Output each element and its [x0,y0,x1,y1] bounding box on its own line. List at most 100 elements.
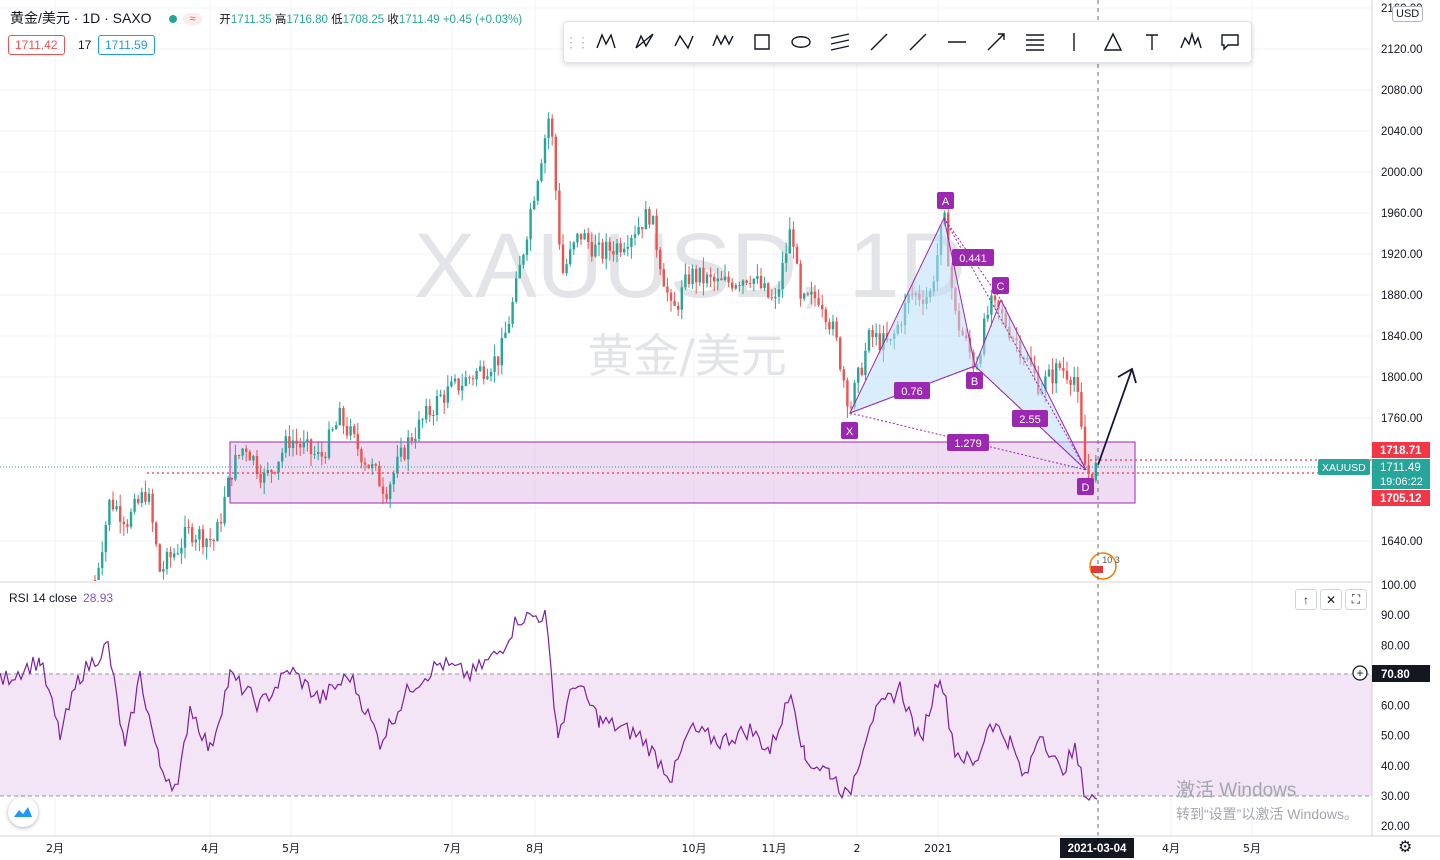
event-flag-badge[interactable]: 10 3 [1089,552,1120,580]
drag-handle-icon[interactable]: ⋮⋮ [564,33,590,50]
candle [857,366,860,393]
candle [500,327,503,375]
candle [353,423,356,439]
arrow-line-icon[interactable] [976,26,1015,58]
time-tick-label: 2 [854,842,861,855]
time-axis[interactable]: 2月 4月 5月 7月 8月 10月 11月 2 2021 4月 5月 [46,842,1261,855]
price-axis[interactable]: 2160.002120.002080.002040.002000.001960.… [1381,3,1423,548]
candle [237,454,241,460]
parallel-channel-icon[interactable] [820,26,859,58]
symbol-title[interactable]: 黄金/美元 · 1D · SAXO [10,10,152,26]
callout-icon[interactable] [1210,26,1249,58]
close-pane-icon[interactable]: ✕ [1320,589,1342,610]
candle [309,438,313,467]
candle [565,258,568,276]
candle [572,241,575,256]
candle [273,471,277,475]
candle [432,410,435,426]
tradingview-logo-icon[interactable] [8,797,38,827]
candle [594,235,597,258]
candle [720,271,723,281]
candle [378,460,381,487]
candle [443,389,446,415]
time-tick-label: 11月 [762,842,787,855]
candle [788,217,791,254]
candle [367,464,370,469]
candle [810,281,813,305]
trend-line-icon[interactable] [859,26,898,58]
candle [122,516,125,537]
candle [785,242,788,272]
triangle-icon[interactable] [1093,26,1132,58]
horizontal-line-icon[interactable] [937,26,976,58]
candle [583,229,586,240]
three-drives-icon[interactable] [703,26,742,58]
rsi-axis[interactable]: 100.00 90.00 80.00 60.00 50.00 40.00 30.00 20.0… [1381,580,1416,833]
candle [835,317,838,342]
candle [335,421,338,430]
candle [169,546,172,568]
open-label: 开 [219,14,231,26]
candle [439,389,442,398]
candle [270,469,273,484]
candle [421,417,424,429]
candle [756,264,759,284]
candle [230,477,233,487]
candle [133,493,136,515]
xabcd-harmonic-pattern[interactable]: X A B C D 0.441 0.76 2.55 1.279 [841,192,1094,495]
fib-retracement-icon[interactable] [1015,26,1054,58]
abcd-pattern-icon[interactable] [664,26,703,58]
high-value: 1716.80 [286,14,328,26]
candle [716,268,719,291]
candle [641,226,644,239]
candle [410,432,413,446]
candle [464,370,467,387]
price-tick-label: 1960.00 [1381,208,1423,220]
settings-gear-icon[interactable]: ⚙ [1398,839,1413,856]
text-icon[interactable] [1132,26,1171,58]
candle [792,221,795,259]
rsi-crosshair-value: 70.80 [1381,669,1410,681]
ray-icon[interactable] [898,26,937,58]
candle [749,275,752,288]
candle [723,264,727,282]
candle [648,206,651,229]
head-shoulders-icon[interactable] [1171,26,1210,58]
crosshair-add-icon[interactable]: + [1356,666,1363,680]
vertical-line-icon[interactable] [1054,26,1093,58]
time-tick-label: 4月 [1162,842,1180,855]
symbol-header: 黄金/美元 · 1D · SAXO ≈ 开1711.35 高1716.80 低1… [10,8,522,28]
candle [1062,357,1065,379]
price-tick-label: 1920.00 [1381,249,1423,261]
candle [255,450,259,480]
rectangle-icon[interactable] [742,26,781,58]
candle [281,448,284,469]
candle [824,306,827,330]
pattern-ratio-xd: 1.279 [954,438,982,450]
candle [252,454,255,466]
cypher-pattern-icon[interactable] [625,26,664,58]
projection-arrow[interactable] [1097,367,1137,466]
candle [799,260,802,307]
candle [194,534,197,551]
candle [425,398,428,424]
bid-price-box[interactable]: 1711.42 [8,35,65,55]
rsi-tick-label: 30.00 [1381,791,1410,803]
ellipse-icon[interactable] [781,26,820,58]
candle [817,289,820,307]
xabcd-pattern-icon[interactable] [586,26,625,58]
move-pane-up-icon[interactable]: ↑ [1295,589,1317,610]
candle [878,324,881,354]
candle [569,240,572,267]
currency-badge[interactable]: USD [1392,6,1424,22]
candle [633,225,637,246]
candle [295,428,298,455]
status-badge[interactable]: ≈ [183,13,202,26]
ask-price-box[interactable]: 1711.59 [98,35,155,55]
last-price-label: 1711.49 [1380,462,1421,474]
rsi-legend[interactable]: RSI 14 close 28.93 [9,591,113,605]
candle [839,336,842,372]
maximize-pane-icon[interactable]: ⛶ [1345,589,1367,610]
price-tick-label: 1760.00 [1381,413,1423,425]
